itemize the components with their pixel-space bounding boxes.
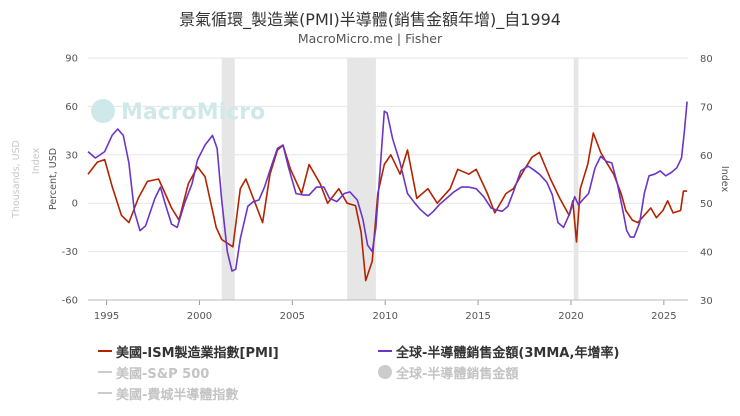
x-tick-label: 2015 <box>465 311 490 322</box>
right-tick-label: 30 <box>700 296 713 307</box>
recession-band <box>347 58 376 300</box>
legend-item-sox[interactable]: 美國-費城半導體指數 <box>98 382 238 404</box>
x-tick-label: 2025 <box>651 311 676 322</box>
series-lines <box>87 101 688 282</box>
legend-label: 全球-半導體銷售金額 <box>396 366 519 382</box>
grid-lines <box>88 57 688 301</box>
x-tick-label: 2010 <box>372 311 397 322</box>
chart-subtitle: MacroMicro.me | Fisher <box>297 31 443 46</box>
legend-label: 全球-半導體銷售金額(3MMA,年增率) <box>396 345 620 361</box>
chart-area: MacroMicro -60 -30 0 30 60 90 30 40 50 60 70 80 1995… <box>11 54 730 323</box>
legend-line-icon <box>378 350 392 352</box>
series-line-semi-yoy <box>87 101 688 272</box>
left-tick-label: -60 <box>62 296 78 307</box>
watermark-logo-icon <box>91 99 115 123</box>
legend-item-semi-yoy[interactable]: 全球-半導體銷售金額(3MMA,年增率) <box>378 340 619 362</box>
legend-label: 美國-S&P 500 <box>116 366 210 382</box>
legend-dot-icon <box>378 365 392 379</box>
left-faint-axis-title: Thousands, USD <box>11 140 22 219</box>
left-axis-title: Percent, USD <box>48 148 59 210</box>
legend-item-pmi[interactable]: 美國-ISM製造業指數[PMI] <box>98 340 279 362</box>
left-faint-axis-subtitle: Index <box>31 148 42 175</box>
legend-label: 美國-費城半導體指數 <box>116 387 239 403</box>
right-tick-label: 60 <box>700 151 713 162</box>
left-tick-label: 30 <box>65 150 78 161</box>
right-axis-title: Index <box>719 166 730 193</box>
axis-ticks: -60 -30 0 30 60 90 30 40 50 60 70 80 1995 2000 2005 201… <box>62 54 713 323</box>
legend-label: 美國-ISM製造業指數[PMI] <box>116 345 279 361</box>
chart-title: 景氣循環_製造業(PMI)半導體(銷售金額年增)_自1994 <box>179 10 561 29</box>
legend-line-icon <box>98 392 112 394</box>
left-tick-label: 60 <box>65 102 78 113</box>
x-tick-label: 2000 <box>187 311 212 322</box>
left-tick-label: -30 <box>62 247 78 258</box>
recession-bands <box>221 58 579 300</box>
x-tick-label: 2005 <box>280 311 305 322</box>
right-tick-label: 80 <box>700 54 713 65</box>
left-tick-label: 90 <box>65 54 78 65</box>
legend-line-icon <box>98 371 112 373</box>
legend-line-icon <box>98 350 112 352</box>
recession-band <box>221 58 235 300</box>
right-tick-label: 70 <box>700 102 713 113</box>
legend-item-sp500[interactable]: 美國-S&P 500 <box>98 361 209 383</box>
left-tick-label: 0 <box>72 199 78 210</box>
recession-band <box>573 58 579 300</box>
right-tick-label: 50 <box>700 199 713 210</box>
x-tick-label: 2020 <box>558 311 583 322</box>
right-tick-label: 40 <box>700 248 713 259</box>
x-tick-label: 1995 <box>94 311 119 322</box>
watermark-text: MacroMicro <box>121 100 265 125</box>
watermark: MacroMicro <box>91 99 265 125</box>
legend-item-semi-sales[interactable]: 全球-半導體銷售金額 <box>378 361 518 383</box>
